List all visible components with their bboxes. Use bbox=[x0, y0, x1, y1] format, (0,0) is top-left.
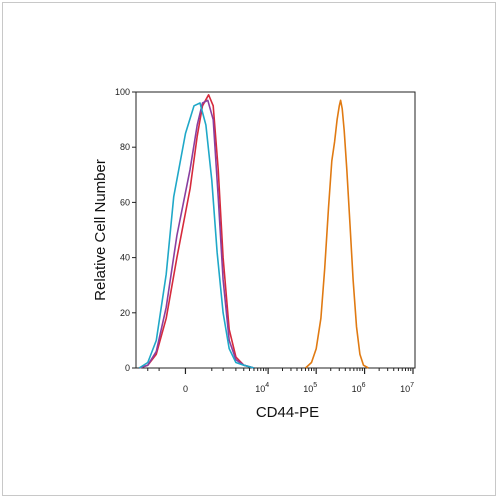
y-tick-label: 60 bbox=[120, 197, 130, 207]
histogram-curve-1 bbox=[138, 94, 255, 369]
x-tick-label: 0 bbox=[183, 384, 188, 394]
x-tick-label: 106 bbox=[352, 382, 366, 394]
histogram-curves bbox=[138, 94, 369, 369]
y-tick-label: 40 bbox=[120, 253, 130, 263]
histogram-curve-2 bbox=[138, 99, 255, 369]
y-tick-label: 0 bbox=[125, 363, 130, 373]
y-tick-label: 20 bbox=[120, 308, 130, 318]
y-tick-label: 80 bbox=[120, 142, 130, 152]
x-tick-label: 104 bbox=[255, 382, 269, 394]
x-tick-exponent: 6 bbox=[362, 382, 366, 389]
x-tick-label: 105 bbox=[303, 382, 317, 394]
x-axis-title: CD44-PE bbox=[256, 404, 319, 421]
y-axis: 0 20 40 60 80 100 bbox=[115, 87, 136, 373]
y-axis-title: Relative Cell Number bbox=[92, 159, 109, 301]
x-tick-exponent: 7 bbox=[410, 382, 414, 389]
x-tick-exponent: 4 bbox=[265, 382, 269, 389]
histogram-curve-3 bbox=[138, 102, 255, 369]
x-tick-exponent: 5 bbox=[313, 382, 317, 389]
figure-frame bbox=[2, 2, 496, 496]
plot-area bbox=[135, 91, 416, 369]
x-tick-label: 107 bbox=[400, 382, 414, 394]
x-axis: 0 104 105 106 107 bbox=[147, 368, 414, 394]
y-tick-label: 100 bbox=[115, 87, 130, 97]
histogram-curve-4 bbox=[304, 99, 369, 369]
